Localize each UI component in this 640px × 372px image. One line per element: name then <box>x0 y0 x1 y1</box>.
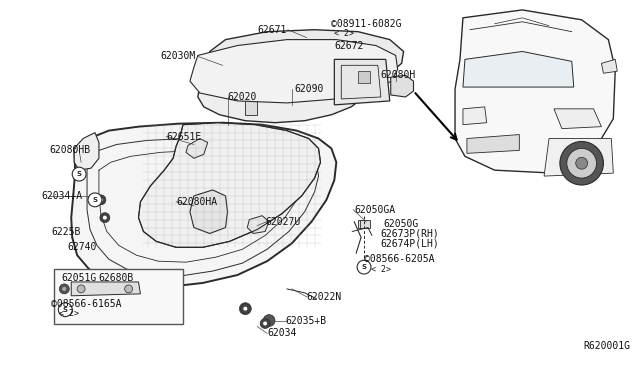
Polygon shape <box>455 10 615 173</box>
Polygon shape <box>138 123 321 247</box>
Circle shape <box>263 315 275 327</box>
Circle shape <box>560 141 604 185</box>
Bar <box>54 269 183 324</box>
Polygon shape <box>198 55 368 123</box>
Text: 62050GA: 62050GA <box>354 205 396 215</box>
Circle shape <box>576 157 588 169</box>
Text: 62671: 62671 <box>257 25 287 35</box>
Text: 62680B: 62680B <box>98 273 133 283</box>
Polygon shape <box>190 190 228 234</box>
Polygon shape <box>186 138 208 158</box>
Text: 62740: 62740 <box>67 242 97 252</box>
Text: R620001G: R620001G <box>584 341 630 351</box>
Text: 62050G: 62050G <box>384 219 419 228</box>
Text: S: S <box>63 307 68 312</box>
Circle shape <box>60 284 69 294</box>
Circle shape <box>567 148 596 178</box>
Circle shape <box>260 318 270 328</box>
Circle shape <box>99 198 103 202</box>
Text: 62674P(LH): 62674P(LH) <box>381 238 440 248</box>
Text: 62080HA: 62080HA <box>176 197 217 207</box>
Polygon shape <box>334 60 390 105</box>
Polygon shape <box>358 71 370 83</box>
Circle shape <box>62 286 67 291</box>
Text: 62651E: 62651E <box>166 132 202 141</box>
Text: 62034+A: 62034+A <box>42 191 83 201</box>
Text: S: S <box>92 197 97 203</box>
Polygon shape <box>554 109 602 129</box>
Circle shape <box>88 193 102 207</box>
Polygon shape <box>467 135 519 153</box>
Circle shape <box>58 303 72 317</box>
Polygon shape <box>71 282 140 296</box>
Text: S: S <box>77 171 82 177</box>
Polygon shape <box>463 51 573 87</box>
Circle shape <box>239 303 252 315</box>
Text: < 2>: < 2> <box>334 29 355 38</box>
Text: 6225B: 6225B <box>51 227 81 237</box>
Polygon shape <box>602 60 617 73</box>
Text: 62035+B: 62035+B <box>285 315 326 326</box>
Text: ©08566-6165A: ©08566-6165A <box>51 299 122 309</box>
Text: ©08566-6205A: ©08566-6205A <box>364 254 435 264</box>
Polygon shape <box>208 30 404 85</box>
Polygon shape <box>358 219 366 228</box>
Circle shape <box>357 260 371 274</box>
Text: S: S <box>362 264 367 270</box>
Circle shape <box>96 195 106 205</box>
Circle shape <box>263 321 267 326</box>
Text: 62672: 62672 <box>334 41 364 51</box>
Text: 62051G: 62051G <box>61 273 97 283</box>
Text: 62090: 62090 <box>295 84 324 94</box>
Polygon shape <box>247 216 269 234</box>
Text: 62022N: 62022N <box>307 292 342 302</box>
Polygon shape <box>74 132 99 170</box>
Circle shape <box>241 304 250 314</box>
Polygon shape <box>391 75 413 97</box>
Text: 62080H: 62080H <box>381 70 416 80</box>
Text: ©08911-6082G: ©08911-6082G <box>332 19 402 29</box>
Polygon shape <box>245 97 257 115</box>
Text: 62673P(RH): 62673P(RH) <box>381 228 440 238</box>
Circle shape <box>103 216 107 219</box>
Polygon shape <box>190 39 397 103</box>
Text: 62080HB: 62080HB <box>49 145 91 155</box>
Circle shape <box>100 213 110 222</box>
Polygon shape <box>360 219 370 228</box>
Text: 62027U: 62027U <box>265 217 300 227</box>
Polygon shape <box>71 123 337 287</box>
Circle shape <box>77 285 85 293</box>
Text: 62034: 62034 <box>267 328 296 339</box>
Circle shape <box>72 167 86 181</box>
Text: 62020: 62020 <box>228 92 257 102</box>
Text: < 2>: < 2> <box>371 264 391 273</box>
Polygon shape <box>463 107 486 125</box>
Polygon shape <box>544 138 613 176</box>
Text: 62030M: 62030M <box>161 51 196 61</box>
Circle shape <box>125 285 132 293</box>
Circle shape <box>243 307 247 311</box>
Text: < 2>: < 2> <box>60 309 79 318</box>
